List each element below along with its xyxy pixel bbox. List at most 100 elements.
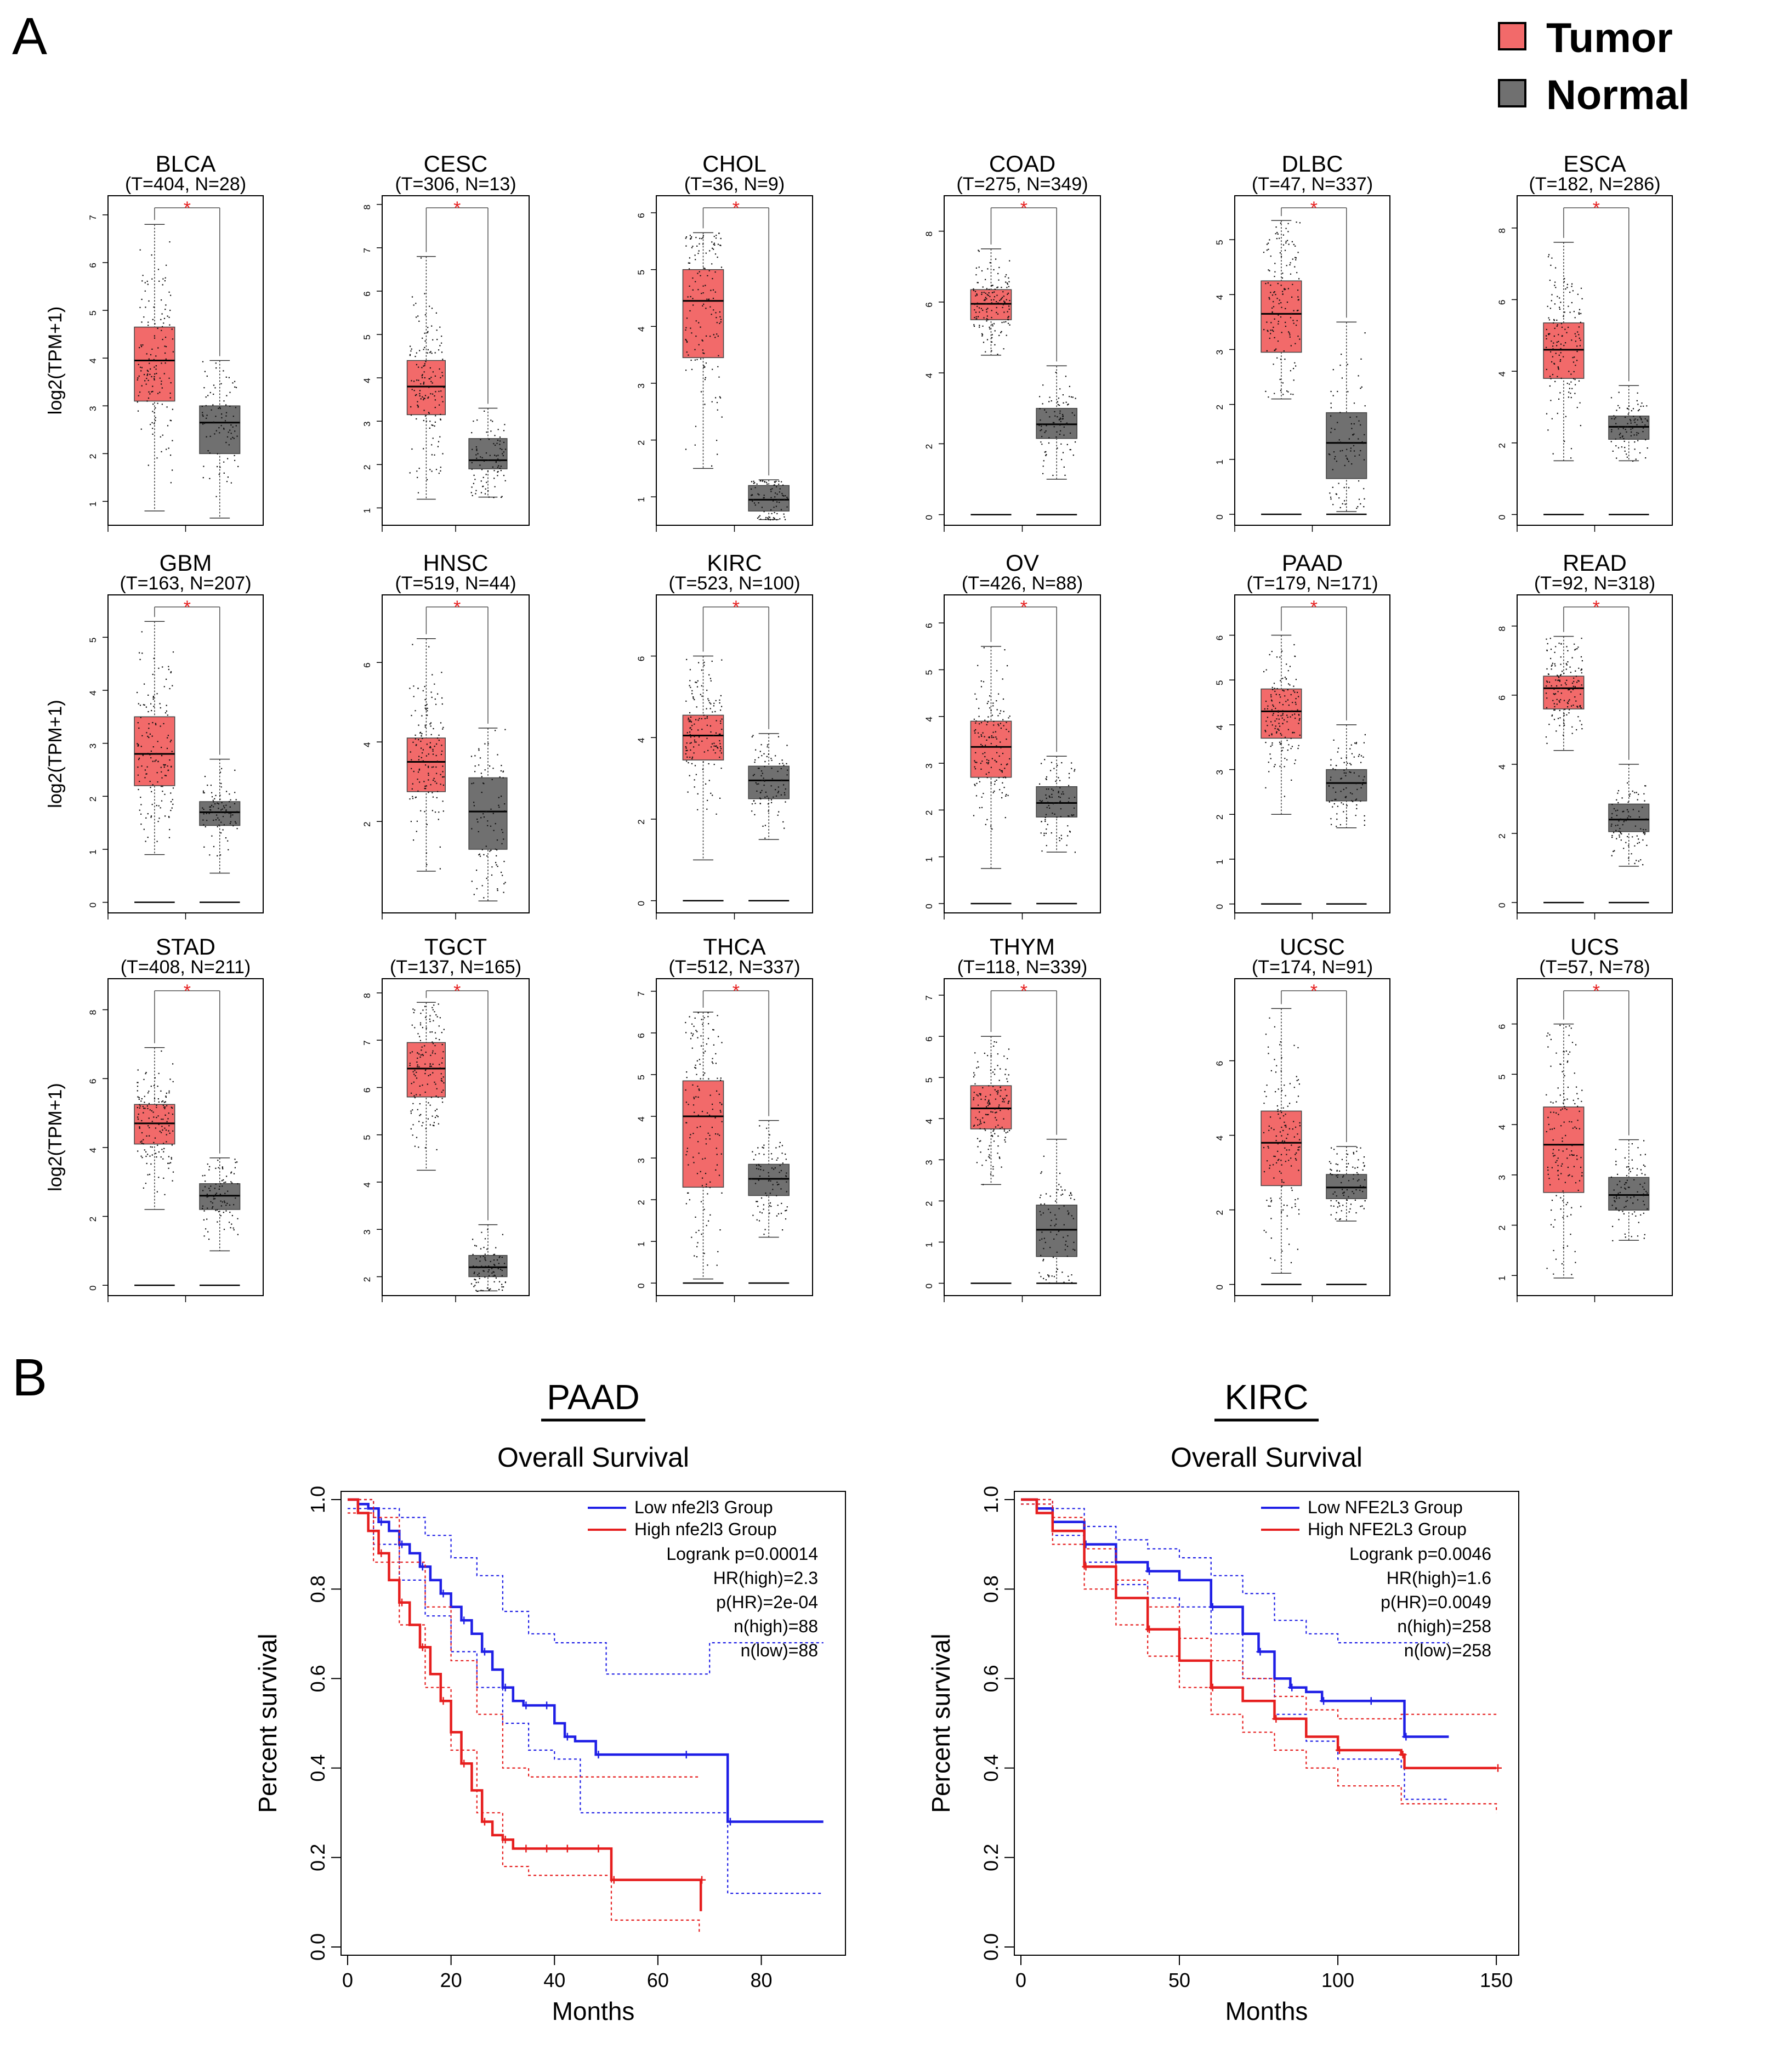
y-tick-label: 8 xyxy=(88,1010,98,1015)
y-tick-label: 6 xyxy=(1214,635,1225,640)
y-tick-label: 6 xyxy=(1214,1061,1225,1066)
low-upper-ci xyxy=(348,1498,824,1675)
boxplot-title: UCSC xyxy=(1280,934,1345,960)
significance-star: * xyxy=(1020,597,1027,618)
boxplot-read: READ(T=92, N=318) 0 2 4 6 8 * xyxy=(1497,550,1673,919)
y-tick-label: 4 xyxy=(88,690,98,695)
normal-box xyxy=(1608,416,1650,440)
y-tick-label: 2 xyxy=(362,1277,372,1282)
significance-star: * xyxy=(1020,981,1027,1002)
stat-text: n(low)=258 xyxy=(1404,1640,1491,1660)
y-tick-label: 4 xyxy=(636,1116,646,1121)
boxplot-counts: (T=182, N=286) xyxy=(1529,174,1660,195)
plot-frame xyxy=(382,195,530,526)
significance-star: * xyxy=(1310,597,1318,618)
y-tick-label: 6 xyxy=(1497,1024,1507,1029)
y-tick-label: 4 xyxy=(1214,1136,1225,1140)
y-tick-label: 1 xyxy=(924,1242,934,1247)
tumor-box xyxy=(1261,688,1302,739)
y-tick-label: 1 xyxy=(362,508,372,513)
plot-frame xyxy=(107,195,264,526)
high-lower-ci xyxy=(1021,1503,1497,1813)
plot-frame xyxy=(107,978,264,1296)
x-tick-label: 0 xyxy=(1015,1969,1026,1991)
tumor-box xyxy=(1261,1110,1302,1187)
tumor-points xyxy=(973,647,1010,830)
boxplot-coad: COAD(T=275, N=349) 0 2 4 6 8 * xyxy=(924,151,1101,532)
y-tick-label: 1 xyxy=(1214,459,1225,464)
y-tick-label: 4 xyxy=(1214,725,1225,730)
y-tick-label: 1 xyxy=(924,857,934,862)
y-tick-label: 0 xyxy=(924,1284,934,1288)
normal-box xyxy=(1326,1174,1367,1199)
significance-star: * xyxy=(1310,981,1318,1002)
boxplot-title: CHOL xyxy=(702,151,767,177)
significance-star: * xyxy=(733,198,740,219)
y-tick-label: 5 xyxy=(1497,1075,1507,1080)
boxplot-title: TGCT xyxy=(424,934,487,960)
boxplot-counts: (T=519, N=44) xyxy=(395,573,516,594)
legend-label-high: High NFE2L3 Group xyxy=(1308,1519,1467,1539)
low-survival-curve xyxy=(348,1498,824,1823)
panel-label-b: B xyxy=(12,1348,48,1407)
y-tick-label: 0 xyxy=(88,902,98,907)
y-tick-label: 5 xyxy=(924,1077,934,1082)
y-tick-label: 0.0 xyxy=(980,1933,1002,1961)
y-tick-label: 7 xyxy=(636,991,646,996)
normal-points xyxy=(202,768,238,856)
y-tick-label: 4 xyxy=(924,1119,934,1123)
boxplot-counts: (T=179, N=171) xyxy=(1246,573,1378,594)
boxplot-hnsc: HNSC(T=519, N=44) 2 4 6 * xyxy=(362,550,530,919)
y-axis-label: Percent survival xyxy=(253,1633,282,1813)
y-tick-label: 0 xyxy=(1497,515,1507,520)
tumor-box xyxy=(682,269,724,359)
y-tick-label: 1 xyxy=(88,849,98,854)
normal-box xyxy=(468,438,508,469)
normal-points xyxy=(1329,1146,1366,1221)
plot-frame xyxy=(656,978,813,1296)
y-tick-label: 7 xyxy=(88,215,98,220)
y-tick-label: 0 xyxy=(924,904,934,909)
y-tick-label: 6 xyxy=(636,213,646,218)
plot-frame xyxy=(107,594,264,913)
normal-box xyxy=(1326,412,1367,479)
y-tick-label: 2 xyxy=(1214,815,1225,820)
x-axis-label: Months xyxy=(1225,1997,1308,2025)
legend-label-low: Low NFE2L3 Group xyxy=(1308,1497,1463,1517)
tumor-box xyxy=(1543,322,1585,379)
normal-points xyxy=(751,1125,788,1235)
y-tick-label: 2 xyxy=(924,1201,934,1206)
x-axis-label: Months xyxy=(552,1997,635,2025)
y-tick-label: 6 xyxy=(362,1088,372,1093)
plot-frame xyxy=(1014,1491,1519,1956)
boxplot-counts: (T=512, N=337) xyxy=(668,957,800,978)
y-tick-label: 2 xyxy=(362,822,372,827)
tumor-box xyxy=(970,720,1012,778)
legend-label-low: Low nfe2l3 Group xyxy=(634,1497,773,1517)
boxplot-counts: (T=163, N=207) xyxy=(120,573,251,594)
y-tick-label: 2 xyxy=(88,797,98,802)
y-tick-label: 1 xyxy=(1497,1276,1507,1281)
y-tick-label: 0 xyxy=(636,901,646,906)
y-tick-label: 0.4 xyxy=(306,1755,329,1782)
stat-text: n(high)=258 xyxy=(1397,1616,1491,1636)
x-tick-label: 50 xyxy=(1168,1969,1190,1991)
normal-box xyxy=(199,801,241,826)
boxplot-counts: (T=426, N=88) xyxy=(962,573,1083,594)
plot-frame xyxy=(1234,978,1390,1296)
significance-star: * xyxy=(453,981,461,1002)
significance-star: * xyxy=(1593,981,1600,1002)
y-tick-label: 2 xyxy=(1497,1225,1507,1230)
y-axis-label: log2(TPM+1) xyxy=(45,306,66,415)
plot-frame xyxy=(382,594,530,913)
plot-frame xyxy=(944,594,1101,913)
stat-text: p(HR)=2e-04 xyxy=(716,1592,818,1612)
boxplot-title: UCS xyxy=(1570,934,1619,960)
y-tick-label: 4 xyxy=(362,742,372,747)
plot-frame xyxy=(1234,594,1390,913)
y-tick-label: 4 xyxy=(636,738,646,743)
y-tick-label: 2 xyxy=(88,1217,98,1222)
stat-text: p(HR)=0.0049 xyxy=(1381,1592,1491,1612)
y-tick-label: 0.0 xyxy=(306,1933,329,1961)
tumor-box xyxy=(1543,1106,1585,1193)
